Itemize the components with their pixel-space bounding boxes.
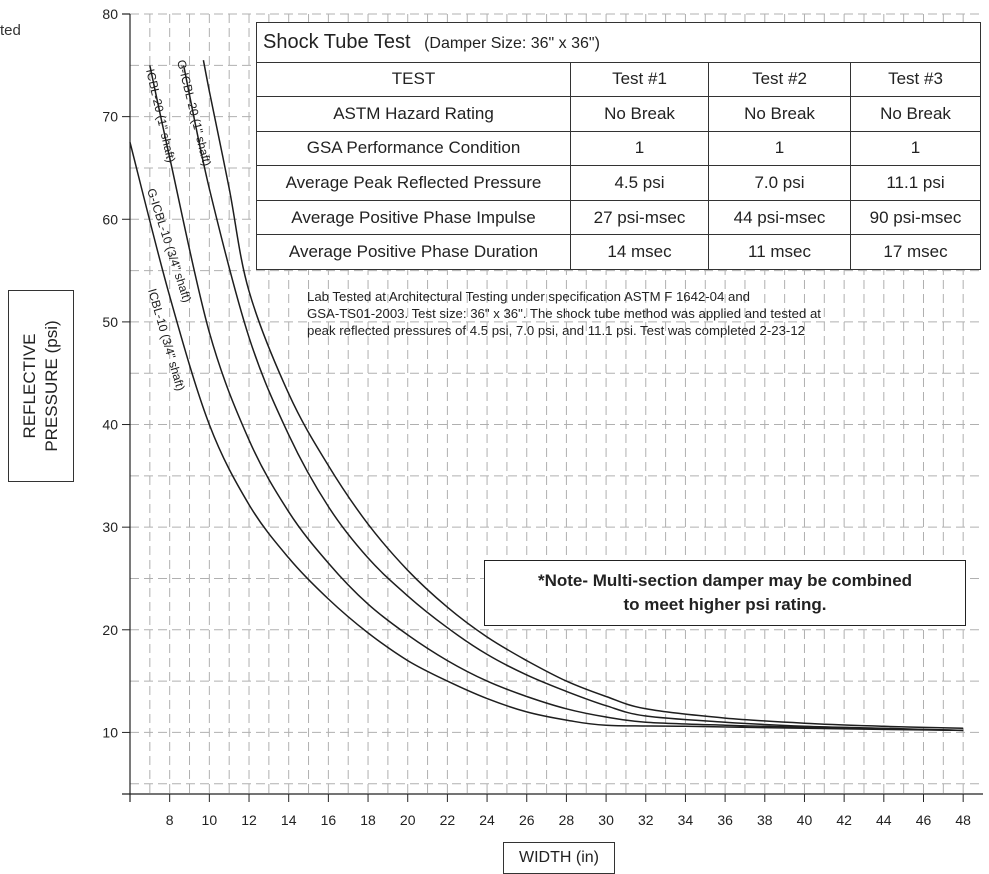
note-line: *Note- Multi-section damper may be combi…	[537, 571, 913, 590]
lab-note-line: GSA-TS01-2003. Test size: 36" x 36". The…	[307, 306, 821, 321]
chart-ticks: 8 10 12 14 16 18 20 22 24 26 28 30 32 34 36 38 40 42 44 46 4…	[102, 6, 971, 828]
x-tick-label: 30	[598, 812, 614, 828]
x-tick-label: 34	[678, 812, 694, 828]
table-cell: 44 psi-msec	[708, 199, 851, 236]
table-cell: 1	[570, 130, 709, 167]
table-title: Shock Tube Test	[263, 30, 411, 53]
table-header-cell: Test #3	[850, 61, 981, 98]
lab-test-note: Lab Tested at Architectural Testing unde…	[307, 288, 987, 339]
x-tick-label: 20	[400, 812, 416, 828]
y-tick-label: 60	[102, 211, 118, 227]
x-tick-label: 32	[638, 812, 654, 828]
table-cell: 17 msec	[850, 234, 981, 270]
x-tick-label: 18	[360, 812, 376, 828]
lab-note-line: Lab Tested at Architectural Testing unde…	[307, 289, 751, 304]
table-subtitle: (Damper Size: 36" x 36")	[424, 34, 600, 52]
y-axis-label-box: REFLECTIVE PRESSURE (psi)	[8, 290, 74, 482]
shock-tube-test-table: Shock Tube Test (Damper Size: 36" x 36")…	[256, 22, 981, 270]
table-header-cell: TEST	[256, 61, 571, 98]
table-cell: Average Positive Phase Impulse	[256, 199, 571, 236]
table-cell: ASTM Hazard Rating	[256, 96, 571, 132]
table-cell: 4.5 psi	[570, 165, 709, 201]
chart-curves	[129, 60, 964, 732]
x-tick-label: 12	[241, 812, 257, 828]
x-tick-label: 14	[281, 812, 297, 828]
table-cell: 11 msec	[708, 234, 851, 270]
x-tick-label: 40	[797, 812, 813, 828]
x-tick-label: 8	[166, 812, 174, 828]
series-line	[149, 65, 964, 732]
table-cell: 11.1 psi	[850, 165, 981, 201]
y-tick-label: 50	[102, 314, 118, 330]
y-tick-label: 10	[102, 724, 118, 740]
y-axis-label-line-1: REFLECTIVE	[20, 333, 39, 439]
x-tick-label: 42	[836, 812, 852, 828]
table-row: Average Positive Phase Impulse 27 psi-ms…	[256, 199, 981, 236]
y-axis-label-line-2: PRESSURE (psi)	[42, 320, 61, 452]
chart-curve-labels: ICBL-10 (3/4" shaft)G-ICBL-10 (3/4" shaf…	[143, 58, 214, 392]
x-tick-label: 10	[202, 812, 218, 828]
table-header-row: TEST Test #1 Test #2 Test #3	[256, 61, 981, 98]
table-cell: 90 psi-msec	[850, 199, 981, 236]
table-header-cell: Test #1	[570, 61, 709, 98]
y-tick-label: 80	[102, 6, 118, 22]
series-line	[129, 142, 964, 732]
table-row: ASTM Hazard Rating No Break No Break No …	[256, 96, 981, 132]
table-cell: No Break	[708, 96, 851, 132]
series-line	[182, 65, 964, 732]
y-tick-label: 70	[102, 109, 118, 125]
x-tick-label: 36	[717, 812, 733, 828]
x-tick-label: 28	[559, 812, 575, 828]
table-cell: No Break	[570, 96, 709, 132]
table-row: GSA Performance Condition 1 1 1	[256, 130, 981, 167]
x-tick-label: 46	[916, 812, 932, 828]
y-tick-label: 20	[102, 622, 118, 638]
x-tick-label: 48	[955, 812, 971, 828]
table-title-cell: Shock Tube Test (Damper Size: 36" x 36")	[256, 22, 981, 63]
x-axis-label: WIDTH (in)	[503, 842, 615, 874]
table-header-cell: Test #2	[708, 61, 851, 98]
corner-fragment-text: ted	[0, 22, 21, 39]
x-tick-label: 44	[876, 812, 892, 828]
table-cell: 1	[708, 130, 851, 167]
y-tick-label: 30	[102, 519, 118, 535]
y-tick-label: 40	[102, 417, 118, 433]
table-row: Average Peak Reflected Pressure 4.5 psi …	[256, 165, 981, 201]
x-tick-label: 24	[479, 812, 495, 828]
multi-section-note: *Note- Multi-section damper may be combi…	[484, 560, 966, 626]
series-label: G-ICBL-20 (1" shaft)	[174, 58, 214, 167]
series-label: ICBL-20 (1" shaft)	[143, 68, 178, 164]
y-axis-label: REFLECTIVE PRESSURE (psi)	[19, 320, 63, 451]
table-cell: 14 msec	[570, 234, 709, 270]
table-cell: Average Positive Phase Duration	[256, 234, 571, 270]
table-cell: 7.0 psi	[708, 165, 851, 201]
x-tick-label: 22	[440, 812, 456, 828]
table-cell: 27 psi-msec	[570, 199, 709, 236]
table-cell: Average Peak Reflected Pressure	[256, 165, 571, 201]
x-tick-label: 38	[757, 812, 773, 828]
table-cell: 1	[850, 130, 981, 167]
note-line: to meet higher psi rating.	[623, 595, 827, 614]
x-tick-label: 26	[519, 812, 535, 828]
table-cell: GSA Performance Condition	[256, 130, 571, 167]
series-line	[202, 60, 964, 730]
lab-note-line: peak reflected pressures of 4.5 psi, 7.0…	[307, 323, 805, 338]
table-cell: No Break	[850, 96, 981, 132]
table-title-row: Shock Tube Test (Damper Size: 36" x 36")	[256, 22, 981, 63]
x-tick-label: 16	[321, 812, 337, 828]
table-row: Average Positive Phase Duration 14 msec …	[256, 234, 981, 270]
